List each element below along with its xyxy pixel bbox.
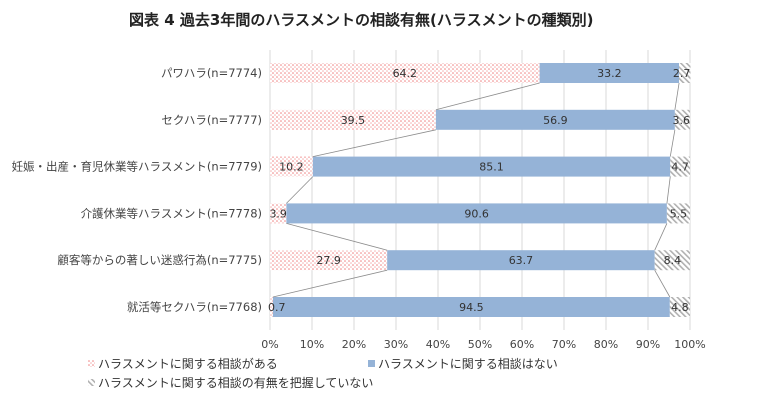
bar-segment	[654, 250, 690, 271]
bar-segment	[670, 156, 690, 177]
data-label: 4.8	[671, 301, 689, 314]
category-label: 介護休業等ハラスメント(n=7778)	[81, 206, 262, 220]
bar-segment	[286, 203, 667, 224]
x-tick-label: 10%	[300, 338, 324, 351]
x-tick-label: 70%	[552, 338, 576, 351]
data-label: 10.2	[279, 161, 304, 174]
legend-swatch	[368, 360, 375, 367]
bar-segment	[270, 156, 313, 177]
series-line	[435, 82, 540, 111]
x-tick-label: 30%	[384, 338, 408, 351]
data-label: 8.4	[664, 254, 682, 267]
bar-segment	[270, 109, 436, 130]
legend-label: ハラスメントに関する相談はない	[378, 356, 558, 371]
data-label: 3.9	[269, 207, 287, 220]
series-line	[272, 269, 388, 298]
x-tick-label: 0%	[261, 338, 278, 351]
x-tick-label: 60%	[510, 338, 534, 351]
series-line	[286, 223, 388, 251]
series-line	[286, 176, 314, 204]
bar-segment	[679, 63, 691, 83]
data-label: 27.9	[316, 254, 341, 267]
category-label: 妊娠・出産・育児休業等ハラスメント(n=7779)	[12, 160, 262, 174]
chart-title: 図表 4 過去3年間のハラスメントの相談有無(ハラスメントの種類別)	[129, 11, 593, 29]
category-label: セクハラ(n=7777)	[161, 113, 262, 127]
series-line	[654, 270, 671, 298]
series-line	[674, 82, 680, 110]
bar-segment	[674, 109, 690, 130]
x-tick-label: 90%	[636, 338, 660, 351]
data-label: 5.5	[670, 207, 688, 220]
bar-segment	[666, 203, 690, 224]
data-label: 3.6	[673, 114, 691, 127]
data-label: 94.5	[459, 301, 484, 314]
data-label: 0.7	[268, 301, 286, 314]
bar-segment	[272, 297, 670, 317]
data-label: 56.9	[543, 114, 568, 127]
data-label: 33.2	[597, 67, 622, 80]
bar-segment	[270, 63, 540, 83]
series-line	[312, 129, 436, 157]
data-label: 63.7	[509, 254, 534, 267]
category-label: 顧客等からの著しい迷惑行為(n=7775)	[57, 253, 262, 267]
data-label: 4.7	[671, 161, 689, 174]
data-label: 85.1	[479, 161, 504, 174]
legend-swatch	[88, 379, 95, 386]
category-label: パワハラ(n=7774)	[161, 66, 262, 80]
bar-segment	[435, 109, 675, 130]
data-label: 90.6	[464, 207, 489, 220]
bar-segment	[669, 297, 690, 317]
data-label: 64.2	[393, 67, 418, 80]
legend-swatch	[88, 360, 95, 367]
series-line	[654, 223, 668, 251]
bar-segment	[270, 203, 287, 224]
legend-label: ハラスメントに関する相談がある	[98, 356, 278, 371]
series-line	[666, 176, 671, 204]
series-line	[669, 129, 676, 157]
bar-segment	[270, 297, 273, 317]
bar-segment	[270, 250, 388, 271]
legend-label: ハラスメントに関する相談の有無を把握していない	[98, 375, 373, 390]
bar-segment	[387, 250, 655, 271]
category-label: 就活等セクハラ(n=7768)	[127, 300, 262, 314]
x-tick-label: 20%	[342, 338, 366, 351]
data-label: 2.7	[673, 67, 691, 80]
bar-segment	[312, 156, 671, 177]
x-tick-label: 100%	[674, 338, 705, 351]
data-label: 39.5	[341, 114, 366, 127]
x-tick-label: 80%	[594, 338, 618, 351]
x-tick-label: 40%	[426, 338, 450, 351]
x-tick-label: 50%	[468, 338, 492, 351]
bar-segment	[539, 63, 680, 83]
